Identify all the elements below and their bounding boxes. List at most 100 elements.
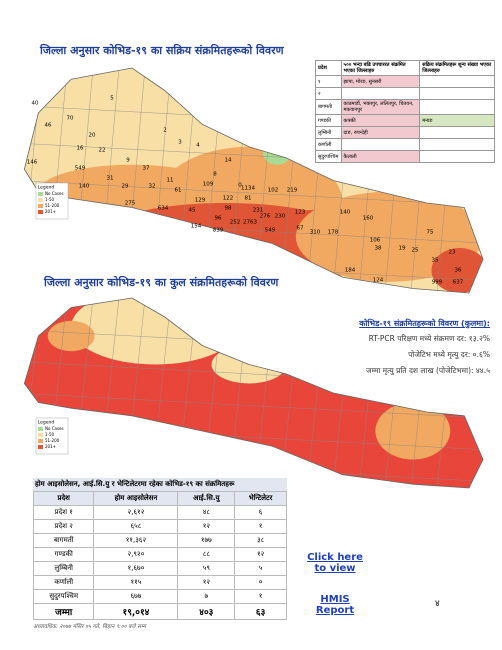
- legend-label: No Cases: [45, 191, 64, 196]
- header-cell: आई.सि.यु: [177, 491, 236, 506]
- cell: ०: [234, 575, 287, 590]
- cell: बागमती: [32, 533, 95, 548]
- header-cell: प्रदेश: [32, 491, 95, 506]
- cell: सुदुरपश्चिम: [32, 589, 95, 604]
- cell: ३८: [234, 533, 287, 548]
- cell: ५९: [177, 561, 236, 576]
- map-outline: [23, 67, 484, 294]
- legend-label: 51-200: [45, 438, 60, 443]
- legend-title: Legend: [38, 185, 55, 191]
- cell: ६: [234, 505, 287, 520]
- district-count: 123: [295, 210, 306, 216]
- district-count: 38: [375, 246, 382, 252]
- map-outline: [23, 297, 484, 489]
- map-region: [375, 402, 451, 460]
- district-count: 46: [45, 123, 52, 129]
- row: कर्णाली ११५ १२ ०: [32, 575, 287, 590]
- row: गण्डकी कास्की मनाङ: [315, 114, 495, 127]
- stat-line: RT-PCR परिक्षण मध्ये संक्रमण दर: १३.२%: [368, 334, 490, 343]
- district-count: 98: [225, 206, 232, 212]
- cell: गण्डकी: [32, 547, 95, 562]
- row: प्रदेश १ २,६१२ ४८ ६: [32, 505, 287, 520]
- legend-label: No Cases: [45, 426, 64, 431]
- cell: सुदुरपश्चिम: [315, 150, 342, 163]
- district-count: 22: [99, 148, 106, 154]
- district-count: 146: [27, 160, 38, 166]
- legend-swatch: [38, 210, 43, 214]
- cell: ८८: [177, 547, 236, 562]
- cell: जम्मा: [32, 603, 95, 620]
- district-count: 839: [213, 228, 224, 234]
- district-count: 29: [122, 184, 129, 190]
- district-count: 8: [213, 172, 217, 178]
- cell: २,९२०: [93, 547, 179, 562]
- district-count: 11: [167, 178, 174, 184]
- cell: [340, 138, 421, 151]
- legend-label: 201+: [45, 444, 56, 449]
- link[interactable]: Click here to view: [307, 552, 363, 574]
- header-row: प्रदेश ५०० भन्दा बढि उपचाररत संक्रमित भएक…: [315, 60, 495, 76]
- district-count: 140: [340, 210, 351, 216]
- map-region: [71, 298, 240, 365]
- legend-title: Legend: [38, 420, 55, 426]
- header-cell: प्रदेश: [315, 60, 342, 76]
- row: गण्डकी २,९२० ८८ १२: [32, 547, 287, 562]
- cell: ६५८: [93, 519, 179, 534]
- legend-label: 1-50: [45, 432, 55, 437]
- isolation-table: प्रदेश होम आइसोलेसन आई.सि.यु भेन्टिलेटर प्रद…: [32, 491, 287, 620]
- title: जिल्ला अनुसार कोभिड-१९ का सक्रिय संक्रमि…: [40, 44, 284, 57]
- district-count: 0: [238, 183, 242, 189]
- district-count: 61: [175, 188, 182, 194]
- cell: २: [315, 87, 342, 100]
- cell: १: [234, 589, 287, 604]
- cell: कर्णाली: [315, 138, 342, 151]
- district-border: [24, 180, 484, 206]
- cell: ७: [177, 589, 236, 604]
- cell: काठमाडौं, भक्तपुर, ललितपुर, चितवन, मकवान…: [340, 99, 421, 115]
- cell: मनाङ: [419, 114, 495, 127]
- district-count: 20: [89, 133, 96, 139]
- district-count: 634: [158, 206, 169, 212]
- cell: ५: [234, 561, 287, 576]
- cell: [419, 87, 495, 100]
- cell: कर्णाली: [32, 575, 95, 590]
- legend-label: 1-50: [45, 197, 55, 202]
- district-count: 310: [310, 230, 321, 236]
- header-row: प्रदेश होम आइसोलेसन आई.सि.यु भेन्टिलेटर: [32, 491, 287, 506]
- isolation-table-wrap: होम आइसोलेसन, आई.सि.यु र भेन्टिलेटरमा रह…: [32, 478, 287, 630]
- district-count: 549: [265, 228, 276, 234]
- legend-swatch: [38, 445, 43, 449]
- link[interactable]: HMIS Report: [315, 594, 355, 616]
- cell: ४०३: [177, 603, 236, 620]
- district-count: 31: [107, 176, 114, 182]
- district-count: 106: [370, 238, 381, 244]
- cell: गण्डकी: [315, 114, 342, 127]
- district-count: 4: [196, 143, 200, 149]
- district-count: 252: [230, 220, 241, 226]
- cell: दाङ, रुपन्देही: [340, 126, 421, 139]
- district-count: 129: [195, 198, 206, 204]
- legend-swatch: [38, 198, 43, 202]
- legend-swatch: [38, 204, 43, 208]
- stats-heading: कोभिड-१९ संक्रमितहरूको विवरण (कुलमा):: [359, 319, 490, 328]
- cell: झापा, मोरङ, सुनसरी: [340, 75, 421, 88]
- district-count: 122: [223, 196, 234, 202]
- district-count: 219: [287, 188, 298, 194]
- row: कर्णाली: [315, 138, 495, 151]
- row: १ झापा, मोरङ, सुनसरी: [315, 75, 495, 88]
- cell: [419, 126, 495, 139]
- district-border: [24, 392, 484, 419]
- district-count: 637: [453, 280, 464, 286]
- district-count: 70: [67, 116, 74, 122]
- district-count: 81: [245, 196, 252, 202]
- district-count: 16: [77, 146, 84, 152]
- district-count: 102: [268, 188, 279, 194]
- cell: १: [234, 519, 287, 534]
- cell: लुम्बिनी: [315, 126, 342, 139]
- stats: कोभिड-१९ संक्रमितहरूको विवरण (कुलमा): RT…: [310, 318, 490, 382]
- district-count: 2763: [243, 220, 257, 226]
- district-count: 37: [143, 166, 150, 172]
- row: लुम्बिनी १,६७० ५९ ५: [32, 561, 287, 576]
